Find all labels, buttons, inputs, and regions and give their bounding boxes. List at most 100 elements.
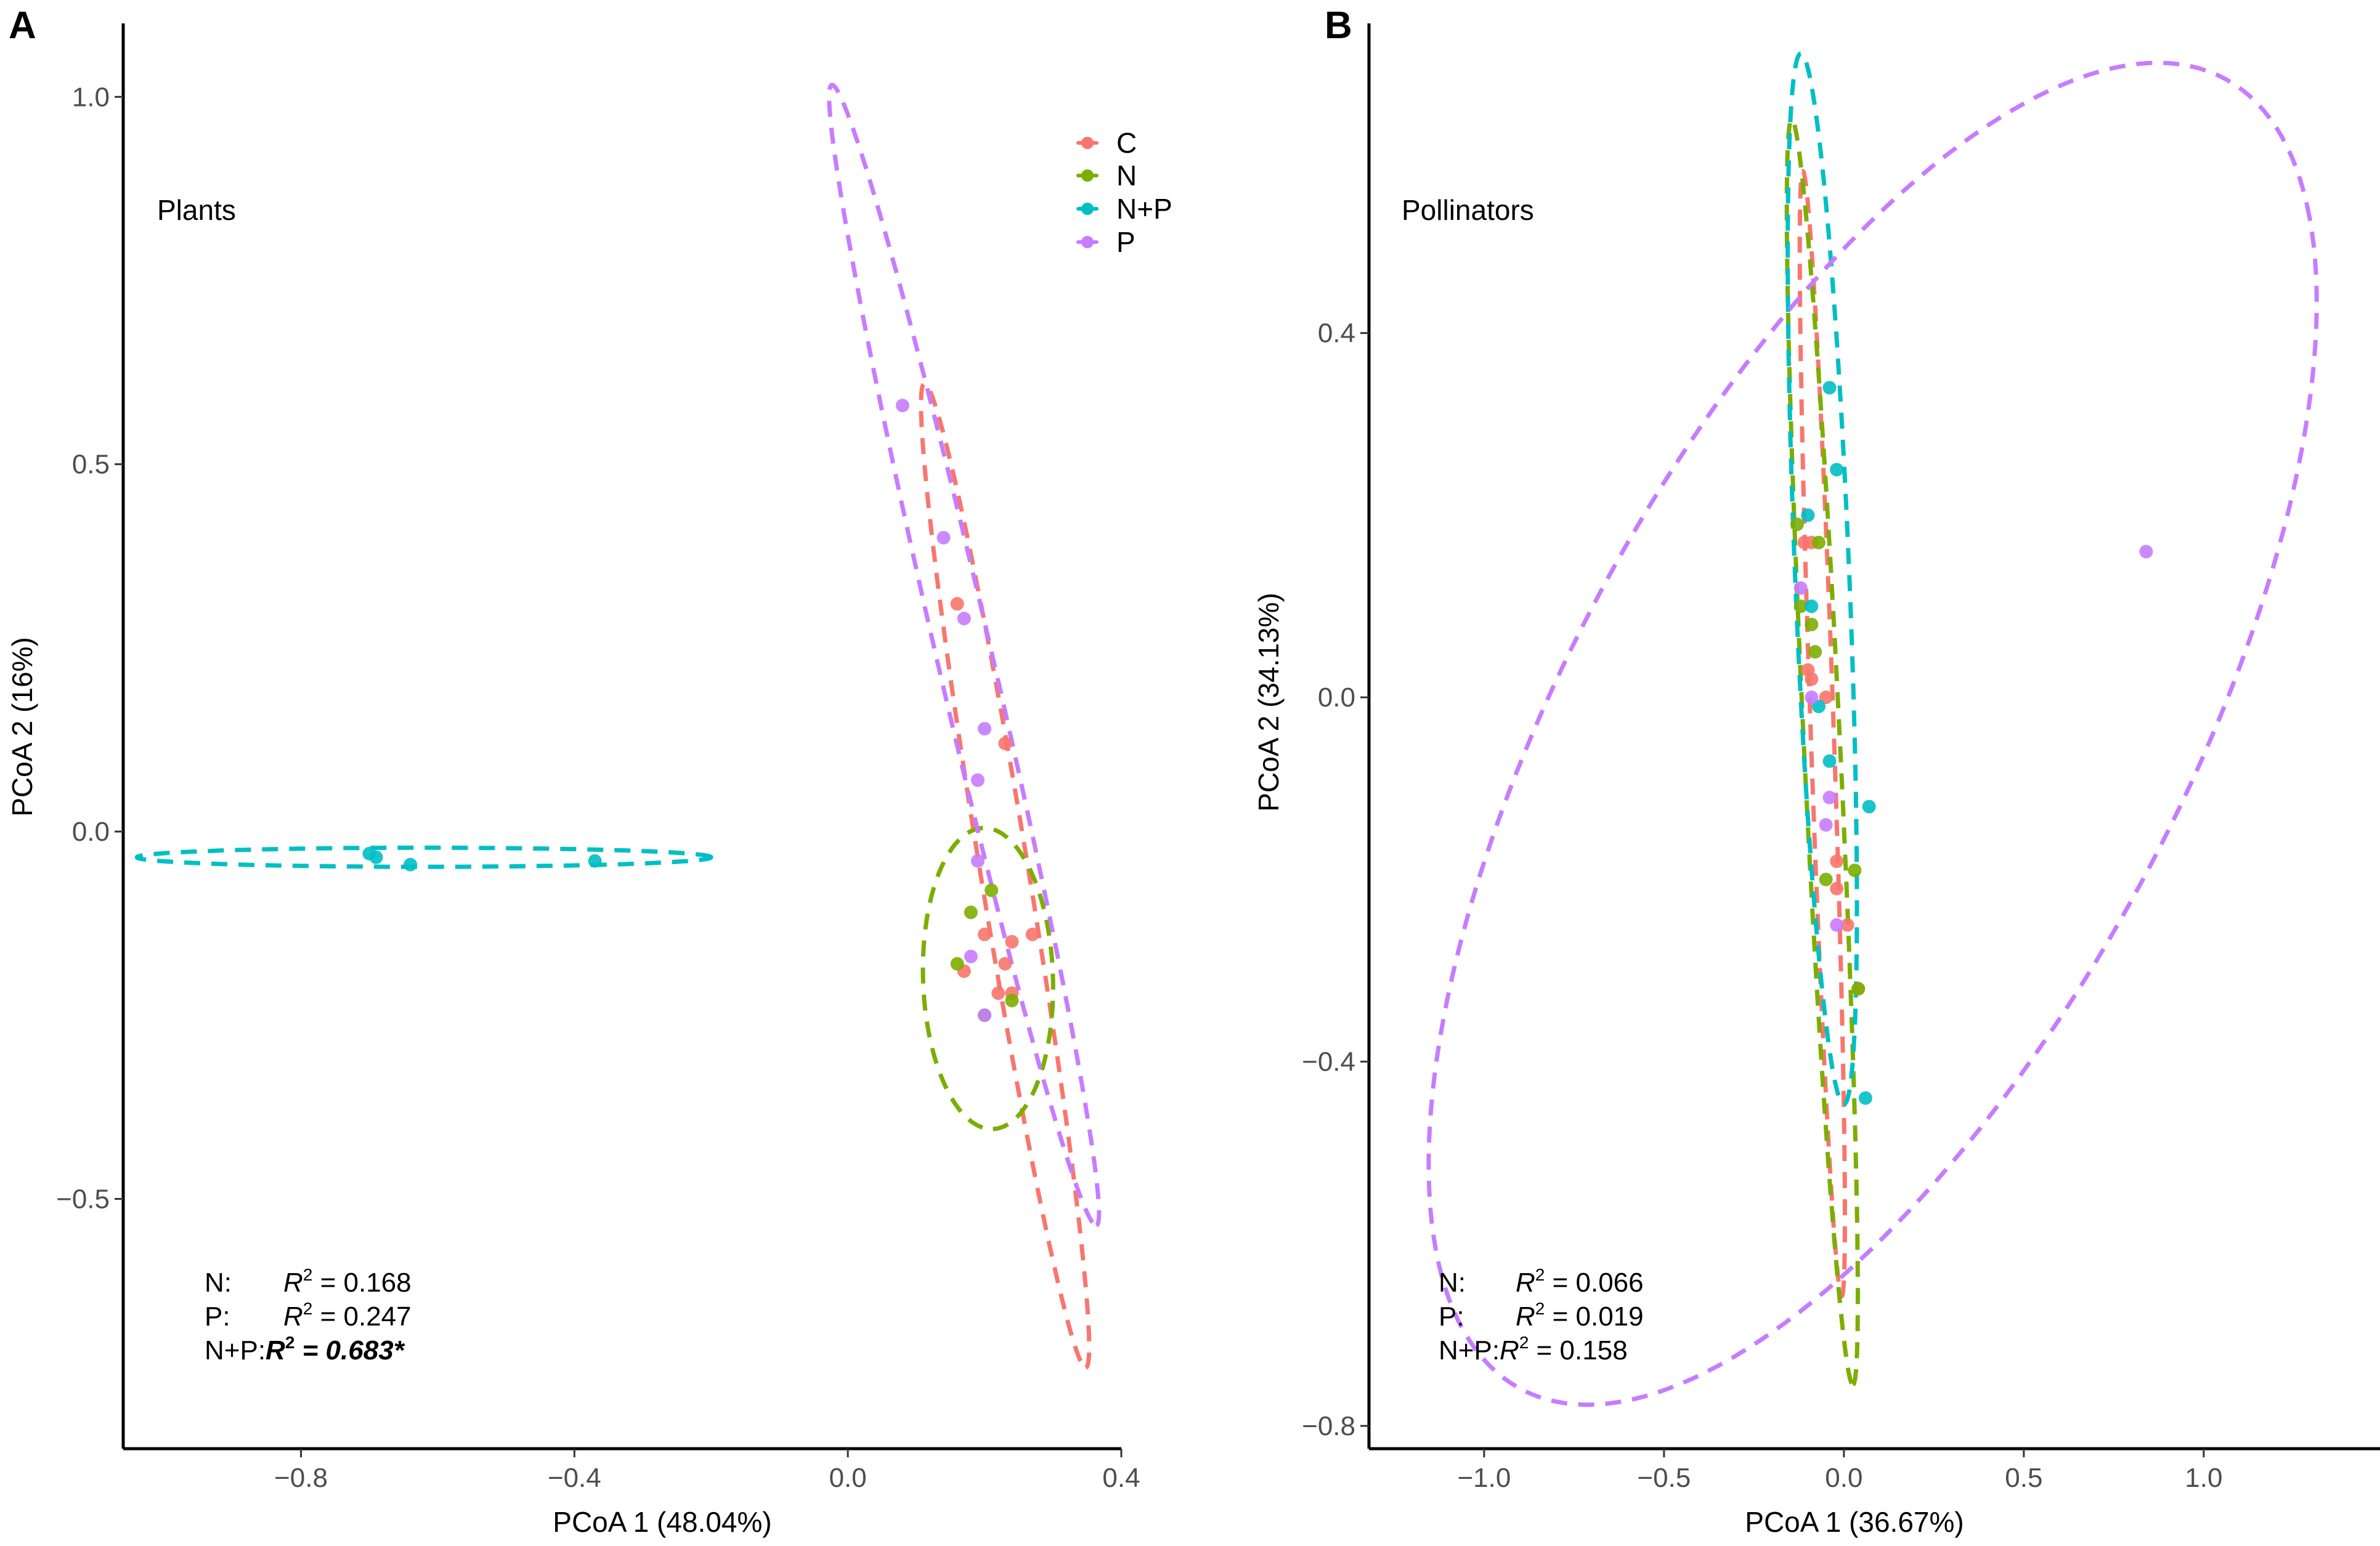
panel-a-label-plants: Plants	[157, 194, 236, 226]
panel-b-x-tick-label-neg0p5: −0.5	[1637, 1463, 1691, 1493]
panel-a-y-ticks: −0.5 0.0 0.5 1.0	[56, 82, 123, 1214]
panel-a-y-tick-label-0p5: 0.5	[72, 450, 110, 480]
panel-a-y-tick-label-neg0p5: −0.5	[56, 1184, 110, 1214]
panel-a-y-axis-title: PCoA 2 (16%)	[6, 637, 38, 816]
panel-b-point-npp-3	[1805, 599, 1819, 613]
panel-b-point-p-3	[1819, 818, 1833, 832]
panel-a-x-tick-label-neg0p8: −0.8	[274, 1463, 328, 1493]
panel-b-stat-n-term: N:	[1439, 1268, 1466, 1298]
panel-b-stat-np-value: = 0.158	[1529, 1335, 1627, 1366]
panel-a-point-c-3	[1005, 934, 1019, 949]
panel-a-stat-np-value: = 0.683*	[294, 1335, 405, 1366]
panel-a-x-tick-label-neg0p4: −0.4	[548, 1463, 601, 1493]
panel-a-ellipse-n	[920, 825, 1055, 1131]
panel-a-stat-n-r: R	[283, 1268, 303, 1298]
panel-b-point-n-7	[1851, 982, 1866, 996]
legend-item-np: N+P	[1076, 193, 1172, 225]
panel-b-point-n-2	[1793, 599, 1808, 613]
panel-b-point-npp-6	[1862, 799, 1876, 814]
panel-b-point-p-5	[2139, 544, 2153, 559]
panel-b-stat-n-value: = 0.066	[1545, 1268, 1643, 1298]
panel-b-point-npp-2	[1801, 508, 1815, 522]
panel-b-point-c-3	[1805, 672, 1819, 686]
panel-a-stat-n: N: R2 = 0.168	[205, 1265, 412, 1298]
legend-label-c: C	[1116, 127, 1137, 159]
panel-b-x-ticks: −1.0 −0.5 0.0 0.5 1.0	[1457, 1449, 2222, 1493]
panel-b-x-tick-label-0p5: 0.5	[2005, 1463, 2042, 1493]
panel-b-point-p-2	[1822, 790, 1837, 804]
panel-a-ellipse-npp	[134, 845, 713, 869]
panel-a-point-p-7	[978, 1008, 992, 1022]
panel-b-x-axis-title: PCoA 1 (36.67%)	[1745, 1506, 1964, 1538]
panel-b-x-tick-label-1: 1.0	[2185, 1463, 2222, 1493]
panel-a-point-p-6	[964, 949, 978, 963]
panel-a-point-p-5	[970, 854, 985, 868]
panel-b-x-tick-label-0: 0.0	[1825, 1463, 1862, 1493]
panel-b-point-npp-4	[1811, 699, 1826, 713]
panel-b-stat-n: N: R2 = 0.066	[1439, 1265, 1644, 1298]
panel-b-label-pollinators: Pollinators	[1402, 194, 1534, 226]
panel-b-y-axis-title: PCoA 2 (34.13%)	[1253, 593, 1285, 811]
panel-b-ellipses	[1426, 51, 2319, 1407]
panel-b-stat-p-term: P:	[1439, 1301, 1464, 1332]
panel-a-stat-np-r: R	[266, 1335, 285, 1366]
panel-a-point-npp-1	[369, 850, 383, 864]
panel-b-point-n-4	[1808, 645, 1822, 659]
panel-b-stat-np: N+P:R2 = 0.158	[1439, 1333, 1628, 1366]
legend-label-p: P	[1116, 226, 1135, 258]
panel-a-x-ticks: −0.8 −0.4 0.0 0.4	[274, 1449, 1140, 1493]
panel-b-ellipse-p	[1426, 60, 2319, 1407]
legend-label-np: N+P	[1116, 193, 1172, 225]
panel-a-stat-p-value: = 0.247	[312, 1301, 411, 1332]
panel-a-stat-n-term: N:	[205, 1268, 232, 1298]
legend-label-n: N	[1116, 160, 1137, 192]
panel-b-point-npp-1	[1830, 463, 1844, 477]
panel-b-stat-np-r: R	[1500, 1335, 1519, 1366]
panel-a-point-p-1	[936, 530, 951, 544]
panel-b-point-npp-7	[1858, 1091, 1872, 1105]
panel-a-x-tick-label-0: 0.0	[829, 1463, 867, 1493]
panel-b-point-npp-5	[1822, 754, 1837, 768]
panel-a-ellipse-p	[827, 83, 1102, 1228]
panel-a-x-tick-label-0p4: 0.4	[1102, 1463, 1140, 1493]
panel-a-stat-np: N+P:R2 = 0.683*	[205, 1333, 405, 1366]
panel-a-stat-p-term: P:	[205, 1301, 230, 1332]
panel-b-stat-n-sup: 2	[1535, 1265, 1545, 1284]
panel-a-point-p-3	[978, 722, 992, 736]
panel-b-y-ticks: −0.8 −0.4 0.0 0.4	[1302, 318, 1369, 1441]
panel-b-pollinators: B −1.0 −0.5 0.0 0.5 1.0 −0.8 −0.4 0.0 0.4 PCoA …	[1253, 4, 2380, 1538]
legend-item-n: N	[1076, 160, 1137, 192]
panel-b-stats: N: R2 = 0.066 P: R2 = 0.019 N+P:R2 = 0.1…	[1439, 1265, 1644, 1366]
panel-a-points	[362, 399, 1039, 1022]
panel-letter-a: A	[9, 4, 36, 47]
panel-b-stat-np-term: N+P:	[1439, 1335, 1500, 1366]
panel-b-point-p-0	[1793, 581, 1808, 595]
panel-b-points	[1790, 381, 2153, 1105]
panel-b-point-n-1	[1811, 535, 1826, 549]
panel-a-stat-np-term: N+P:	[205, 1335, 266, 1366]
panel-a-stats: N: R2 = 0.168 P: R2 = 0.247 N+P:R2 = 0.6…	[205, 1265, 412, 1366]
panel-b-point-c-5	[1830, 854, 1844, 868]
panel-letter-b: B	[1325, 4, 1352, 47]
panel-b-point-n-5	[1819, 872, 1833, 886]
panel-b-stat-n-r: R	[1516, 1268, 1535, 1298]
panel-a-stat-np-sup: 2	[285, 1333, 295, 1352]
panel-b-stat-p-value: = 0.019	[1545, 1301, 1643, 1332]
panel-a-point-n-1	[964, 905, 978, 920]
legend-dot-n	[1081, 169, 1094, 182]
panel-a-point-c-7	[991, 986, 1005, 1000]
legend: C N N+P P	[1076, 127, 1172, 258]
panel-a-stat-p: P: R2 = 0.247	[205, 1299, 412, 1332]
panel-b-y-tick-label-neg0p8: −0.8	[1302, 1411, 1355, 1441]
panel-b-point-c-6	[1830, 881, 1844, 896]
panel-b-point-p-1	[1805, 690, 1819, 705]
panel-a-ellipse-c	[919, 381, 1092, 1370]
panel-b-point-n-6	[1848, 864, 1862, 878]
panel-a-point-npp-2	[404, 857, 418, 872]
panel-a-stat-n-sup: 2	[303, 1265, 313, 1284]
legend-item-c: C	[1076, 127, 1137, 159]
panel-b-x-tick-label-neg1: −1.0	[1457, 1463, 1511, 1493]
panel-a-point-p-4	[970, 773, 985, 787]
panel-b-stat-p: P: R2 = 0.019	[1439, 1299, 1644, 1332]
